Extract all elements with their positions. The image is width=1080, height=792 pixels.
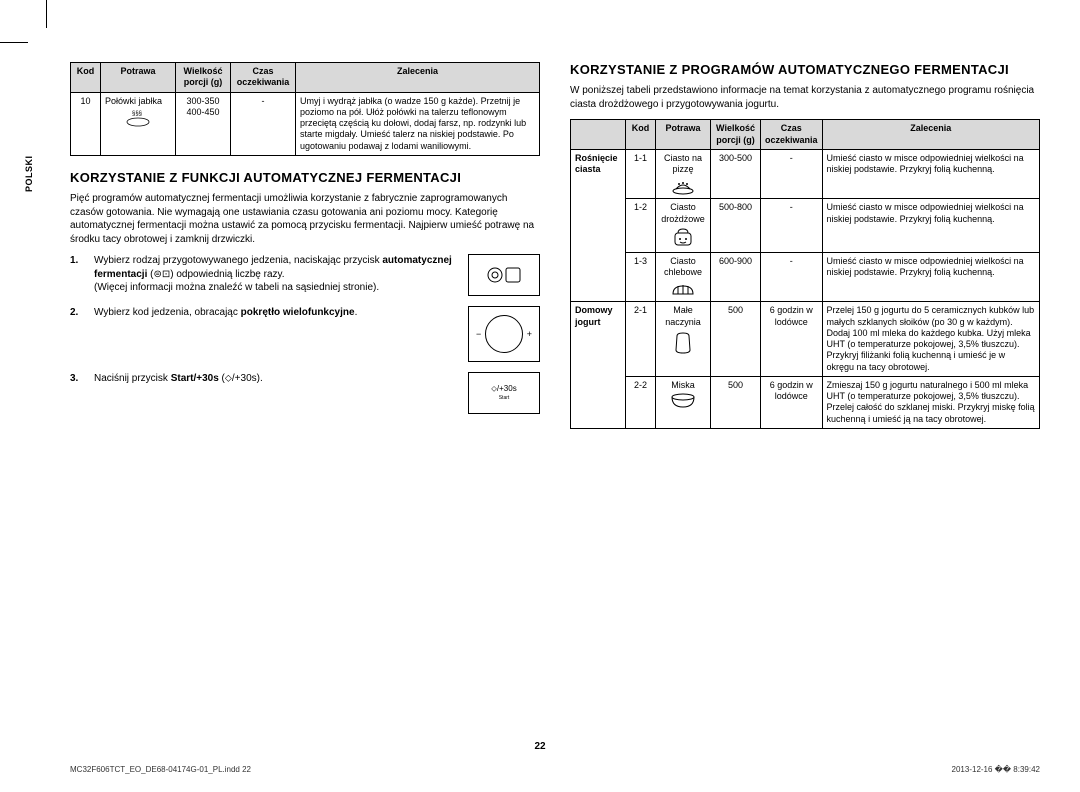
table-row: Rośnięcie ciasta1-1Ciasto na pizzę300-50… xyxy=(571,149,1040,199)
th-blank xyxy=(571,120,626,150)
cell-zalecenia: Zmieszaj 150 g jogurtu naturalnego i 500… xyxy=(822,376,1039,428)
step-1: 1. Wybierz rodzaj przygotowywanego jedze… xyxy=(70,254,540,296)
cell-potrawa: Ciasto chlebowe xyxy=(656,252,711,302)
right-column: KORZYSTANIE Z PROGRAMÓW AUTOMATYCZNEGO F… xyxy=(570,62,1040,742)
cell-czas: - xyxy=(761,199,823,253)
th-kod: Kod xyxy=(626,120,656,150)
table-row: 1-2Ciasto drożdżowe500-800-Umieść ciasto… xyxy=(571,199,1040,253)
cell-zalecenia: Przelej 150 g jogurtu do 5 ceramicznych … xyxy=(822,302,1039,377)
food-icon xyxy=(660,330,706,354)
table-row: Domowy jogurt2-1Małe naczynia5006 godzin… xyxy=(571,302,1040,377)
cell-potrawa: Ciasto drożdżowe xyxy=(656,199,711,253)
heading-fermentation-function: KORZYSTANIE Z FUNKCJI AUTOMATYCZNEJ FERM… xyxy=(70,170,540,186)
table-programs: Kod Potrawa Wielkość porcji (g) Czas ocz… xyxy=(570,119,1040,429)
cell-porcja: 500 xyxy=(711,302,761,377)
svg-text:§§§: §§§ xyxy=(132,111,142,117)
step-num: 2. xyxy=(70,306,86,362)
t: Naciśnij przycisk xyxy=(94,373,171,384)
t: (Więcej informacji można znaleźć w tabel… xyxy=(94,282,379,293)
page-number: 22 xyxy=(0,741,1080,752)
th-potrawa: Potrawa xyxy=(656,120,711,150)
step-num: 1. xyxy=(70,254,86,296)
step-3: 3. Naciśnij przycisk Start/+30s (⬦/+30s)… xyxy=(70,372,540,414)
step-text: Naciśnij przycisk Start/+30s (⬦/+30s). xyxy=(94,372,460,414)
language-label: POLSKI xyxy=(24,155,34,192)
group-label: Rośnięcie ciasta xyxy=(571,149,626,302)
cell-porcja: 300-500 xyxy=(711,149,761,199)
dish-icon: §§§ xyxy=(105,109,171,127)
food-icon xyxy=(660,393,706,409)
step-text: Wybierz rodzaj przygotowywanego jedzenia… xyxy=(94,254,460,296)
page-content: POLSKI Kod Potrawa Wielkość porcji (g) C… xyxy=(70,62,1040,742)
intro-text: W poniższej tabeli przedstawiono informa… xyxy=(570,84,1040,111)
crop-mark xyxy=(46,0,47,28)
th-porcja: Wielkość porcji (g) xyxy=(176,63,231,93)
cell-czas: - xyxy=(761,149,823,199)
cell-kod: 10 xyxy=(71,92,101,155)
th-czas: Czas oczekiwania xyxy=(761,120,823,150)
cell-kod: 2-1 xyxy=(626,302,656,377)
table-row: 2-2Miska5006 godzin w lodówceZmieszaj 15… xyxy=(571,376,1040,428)
t: +30s xyxy=(499,384,517,393)
cell-czas: 6 godzin w lodówce xyxy=(761,376,823,428)
left-column: Kod Potrawa Wielkość porcji (g) Czas ocz… xyxy=(70,62,540,742)
cell-zalecenia: Umyj i wydrąż jabłka (o wadze 150 g każd… xyxy=(296,92,540,155)
cell-porcja: 500 xyxy=(711,376,761,428)
cell-kod: 2-2 xyxy=(626,376,656,428)
cell-porcja: 500-800 xyxy=(711,199,761,253)
food-icon xyxy=(660,280,706,298)
table-row: 10 Połówki jabłka §§§ 300-350 400-450 - … xyxy=(71,92,540,155)
th-porcja: Wielkość porcji (g) xyxy=(711,120,761,150)
cell-text: Połówki jabłka xyxy=(105,96,162,106)
crop-mark xyxy=(0,42,28,43)
start-button-icon: ⬦/+30s Start xyxy=(468,372,540,414)
step-num: 3. xyxy=(70,372,86,414)
cell-czas: - xyxy=(231,92,296,155)
cell-kod: 1-1 xyxy=(626,149,656,199)
t: (⊜⊡) odpowiednią liczbę razy. xyxy=(147,269,284,280)
cell-kod: 1-3 xyxy=(626,252,656,302)
footer-file: MC32F606TCT_EO_DE68-04174G-01_PL.indd 22 xyxy=(70,765,251,774)
t: Start xyxy=(499,395,510,402)
cell-potrawa: Małe naczynia xyxy=(656,302,711,377)
t: Start/+30s xyxy=(171,373,219,384)
cell-potrawa: Połówki jabłka §§§ xyxy=(101,92,176,155)
t: pokrętło wielofunkcyjne xyxy=(241,307,355,318)
th-czas: Czas oczekiwania xyxy=(231,63,296,93)
cell-potrawa: Ciasto na pizzę xyxy=(656,149,711,199)
cell-kod: 1-2 xyxy=(626,199,656,253)
step-2: 2. Wybierz kod jedzenia, obracając pokrę… xyxy=(70,306,540,362)
cell-porcja: 300-350 400-450 xyxy=(176,92,231,155)
dial-graphic xyxy=(485,315,523,353)
footer-date: 2013-12-16 �� 8:39:42 xyxy=(952,765,1040,774)
t: Wybierz kod jedzenia, obracając xyxy=(94,307,241,318)
cell-zalecenia: Umieść ciasto w misce odpowiedniej wielk… xyxy=(822,199,1039,253)
th-kod: Kod xyxy=(71,63,101,93)
food-icon xyxy=(660,177,706,195)
cell-zalecenia: Umieść ciasto w misce odpowiedniej wielk… xyxy=(822,252,1039,302)
group-label: Domowy jogurt xyxy=(571,302,626,429)
ferment-button-icon xyxy=(468,254,540,296)
food-icon xyxy=(660,227,706,249)
th-potrawa: Potrawa xyxy=(101,63,176,93)
intro-text: Pięć programów automatycznej fermentacji… xyxy=(70,192,540,246)
heading-fermentation-programs: KORZYSTANIE Z PROGRAMÓW AUTOMATYCZNEGO F… xyxy=(570,62,1040,78)
cell-porcja: 600-900 xyxy=(711,252,761,302)
th-zalecenia: Zalecenia xyxy=(296,63,540,93)
steps-list: 1. Wybierz rodzaj przygotowywanego jedze… xyxy=(70,254,540,414)
cell-czas: 6 godzin w lodówce xyxy=(761,302,823,377)
cell-potrawa: Miska xyxy=(656,376,711,428)
th-zalecenia: Zalecenia xyxy=(822,120,1039,150)
footer: MC32F606TCT_EO_DE68-04174G-01_PL.indd 22… xyxy=(70,765,1040,774)
cell-czas: - xyxy=(761,252,823,302)
step-text: Wybierz kod jedzenia, obracając pokrętło… xyxy=(94,306,460,362)
table-row: 1-3Ciasto chlebowe600-900-Umieść ciasto … xyxy=(571,252,1040,302)
t: Wybierz rodzaj przygotowywanego jedzenia… xyxy=(94,255,382,266)
t: (⬦/+30s). xyxy=(219,373,263,384)
cell-zalecenia: Umieść ciasto w misce odpowiedniej wielk… xyxy=(822,149,1039,199)
t: . xyxy=(355,307,358,318)
table-apple: Kod Potrawa Wielkość porcji (g) Czas ocz… xyxy=(70,62,540,156)
dial-icon xyxy=(468,306,540,362)
